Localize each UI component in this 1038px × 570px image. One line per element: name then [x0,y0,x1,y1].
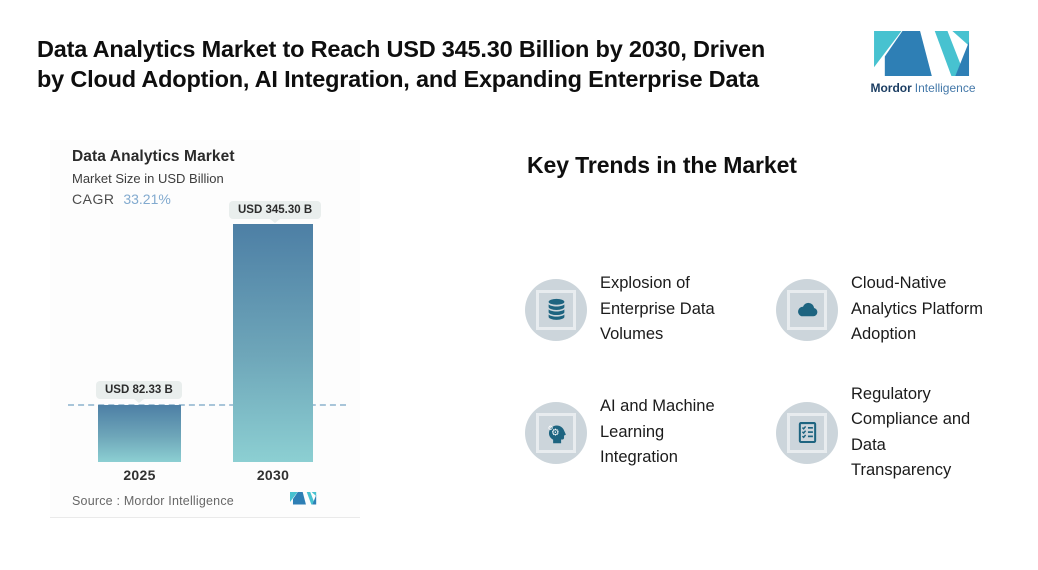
trend-item-ai-ml: ⚙ ⚙ AI and Machine Learning Integration [525,371,776,494]
trend-item-regulatory: Regulatory Compliance and Data Transpare… [776,371,1038,494]
page-title-line-2: by Cloud Adoption, AI Integration, and E… [37,66,759,92]
value-badge-2025: USD 82.33 B [96,381,182,403]
bar-2030 [233,224,313,462]
market-chart-card: Data Analytics Market Market Size in USD… [50,140,360,518]
trend-label: Regulatory Compliance and Data Transpare… [851,384,971,480]
source-text: Source : Mordor Intelligence [72,494,234,508]
footer-mordor-logo-icon [290,492,317,505]
page-title: Data Analytics Market to Reach USD 345.3… [37,34,765,94]
cagr-value: 33.21% [123,191,171,207]
trends-heading: Key Trends in the Market [527,152,797,178]
brand-name: Mordor Intelligence [868,81,978,95]
x-axis-label-2030: 2030 [256,467,290,483]
trend-icon-circle [776,401,838,464]
trend-item-enterprise-data: Explosion of Enterprise Data Volumes [525,248,776,371]
trend-label: Explosion of Enterprise Data Volumes [600,274,715,344]
trend-icon-circle: ⚙ ⚙ [525,401,587,464]
trend-label: AI and Machine Learning Integration [600,397,715,467]
page-title-line-1: Data Analytics Market to Reach USD 345.3… [37,36,765,62]
trends-grid: Explosion of Enterprise Data Volumes Clo… [525,248,1038,494]
chart-subtitle: Market Size in USD Billion [72,171,224,186]
trend-item-cloud-native: Cloud-Native Analytics Platform Adoption [776,248,1038,371]
x-axis-label-2025: 2025 [123,467,156,483]
svg-text:⚙: ⚙ [551,427,559,438]
ai-head-icon: ⚙ ⚙ [536,412,576,453]
trend-icon-circle [525,278,587,341]
database-icon [536,289,576,330]
trend-icon-circle [776,278,838,341]
cloud-icon [787,289,827,330]
mordor-logo-icon [874,31,970,77]
bar-2025 [98,405,181,462]
cagr-label: CAGR [72,191,115,207]
cagr-row: CAGR 33.21% [72,191,171,207]
brand-logo: Mordor Intelligence [868,31,978,95]
value-badge-2030: USD 345.30 B [229,201,322,223]
brand-name-light: Intelligence [914,81,976,95]
chart-title: Data Analytics Market [72,148,235,165]
svg-text:⚙: ⚙ [547,425,553,432]
dashed-reference-line [68,404,346,406]
brand-name-bold: Mordor [870,81,912,95]
trend-label: Cloud-Native Analytics Platform Adoption [851,274,984,344]
checklist-icon [787,412,827,453]
